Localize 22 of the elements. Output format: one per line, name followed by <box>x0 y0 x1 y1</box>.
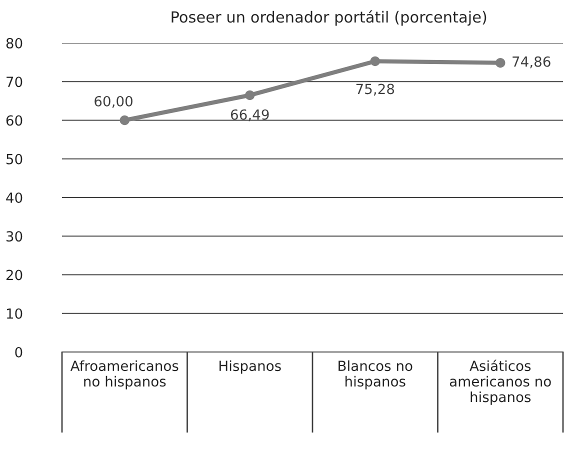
data-label: 74,86 <box>512 56 550 68</box>
y-tick-label: 40 <box>6 192 22 203</box>
y-tick-label: 50 <box>6 154 22 164</box>
y-tick-label: 80 <box>6 38 22 48</box>
chart-title: Poseer un ordenador portátil (porcentaje) <box>172 10 486 26</box>
point <box>496 58 506 68</box>
data-label: 66,49 <box>230 109 269 122</box>
data-label: 60,00 <box>94 96 132 108</box>
y-tick-label: 70 <box>6 76 22 88</box>
x-tick-label: Blancos no hispanos <box>338 360 412 390</box>
x-tick-label: Hispanos <box>220 360 281 374</box>
y-tick-label: 10 <box>6 308 22 319</box>
y-tick-label: 60 <box>6 115 22 126</box>
point <box>245 90 255 100</box>
y-tick-label: 30 <box>6 231 22 242</box>
x-tick-label: Asiáticos americanos no hispanos <box>450 360 551 405</box>
data-label: 75,28 <box>356 84 394 96</box>
point <box>120 115 130 126</box>
x-tick-label: Afroamericanos no hispanos <box>70 360 178 390</box>
point <box>370 56 380 66</box>
y-tick-label: 20 <box>6 270 22 280</box>
y-tick-label: 0 <box>15 346 22 358</box>
